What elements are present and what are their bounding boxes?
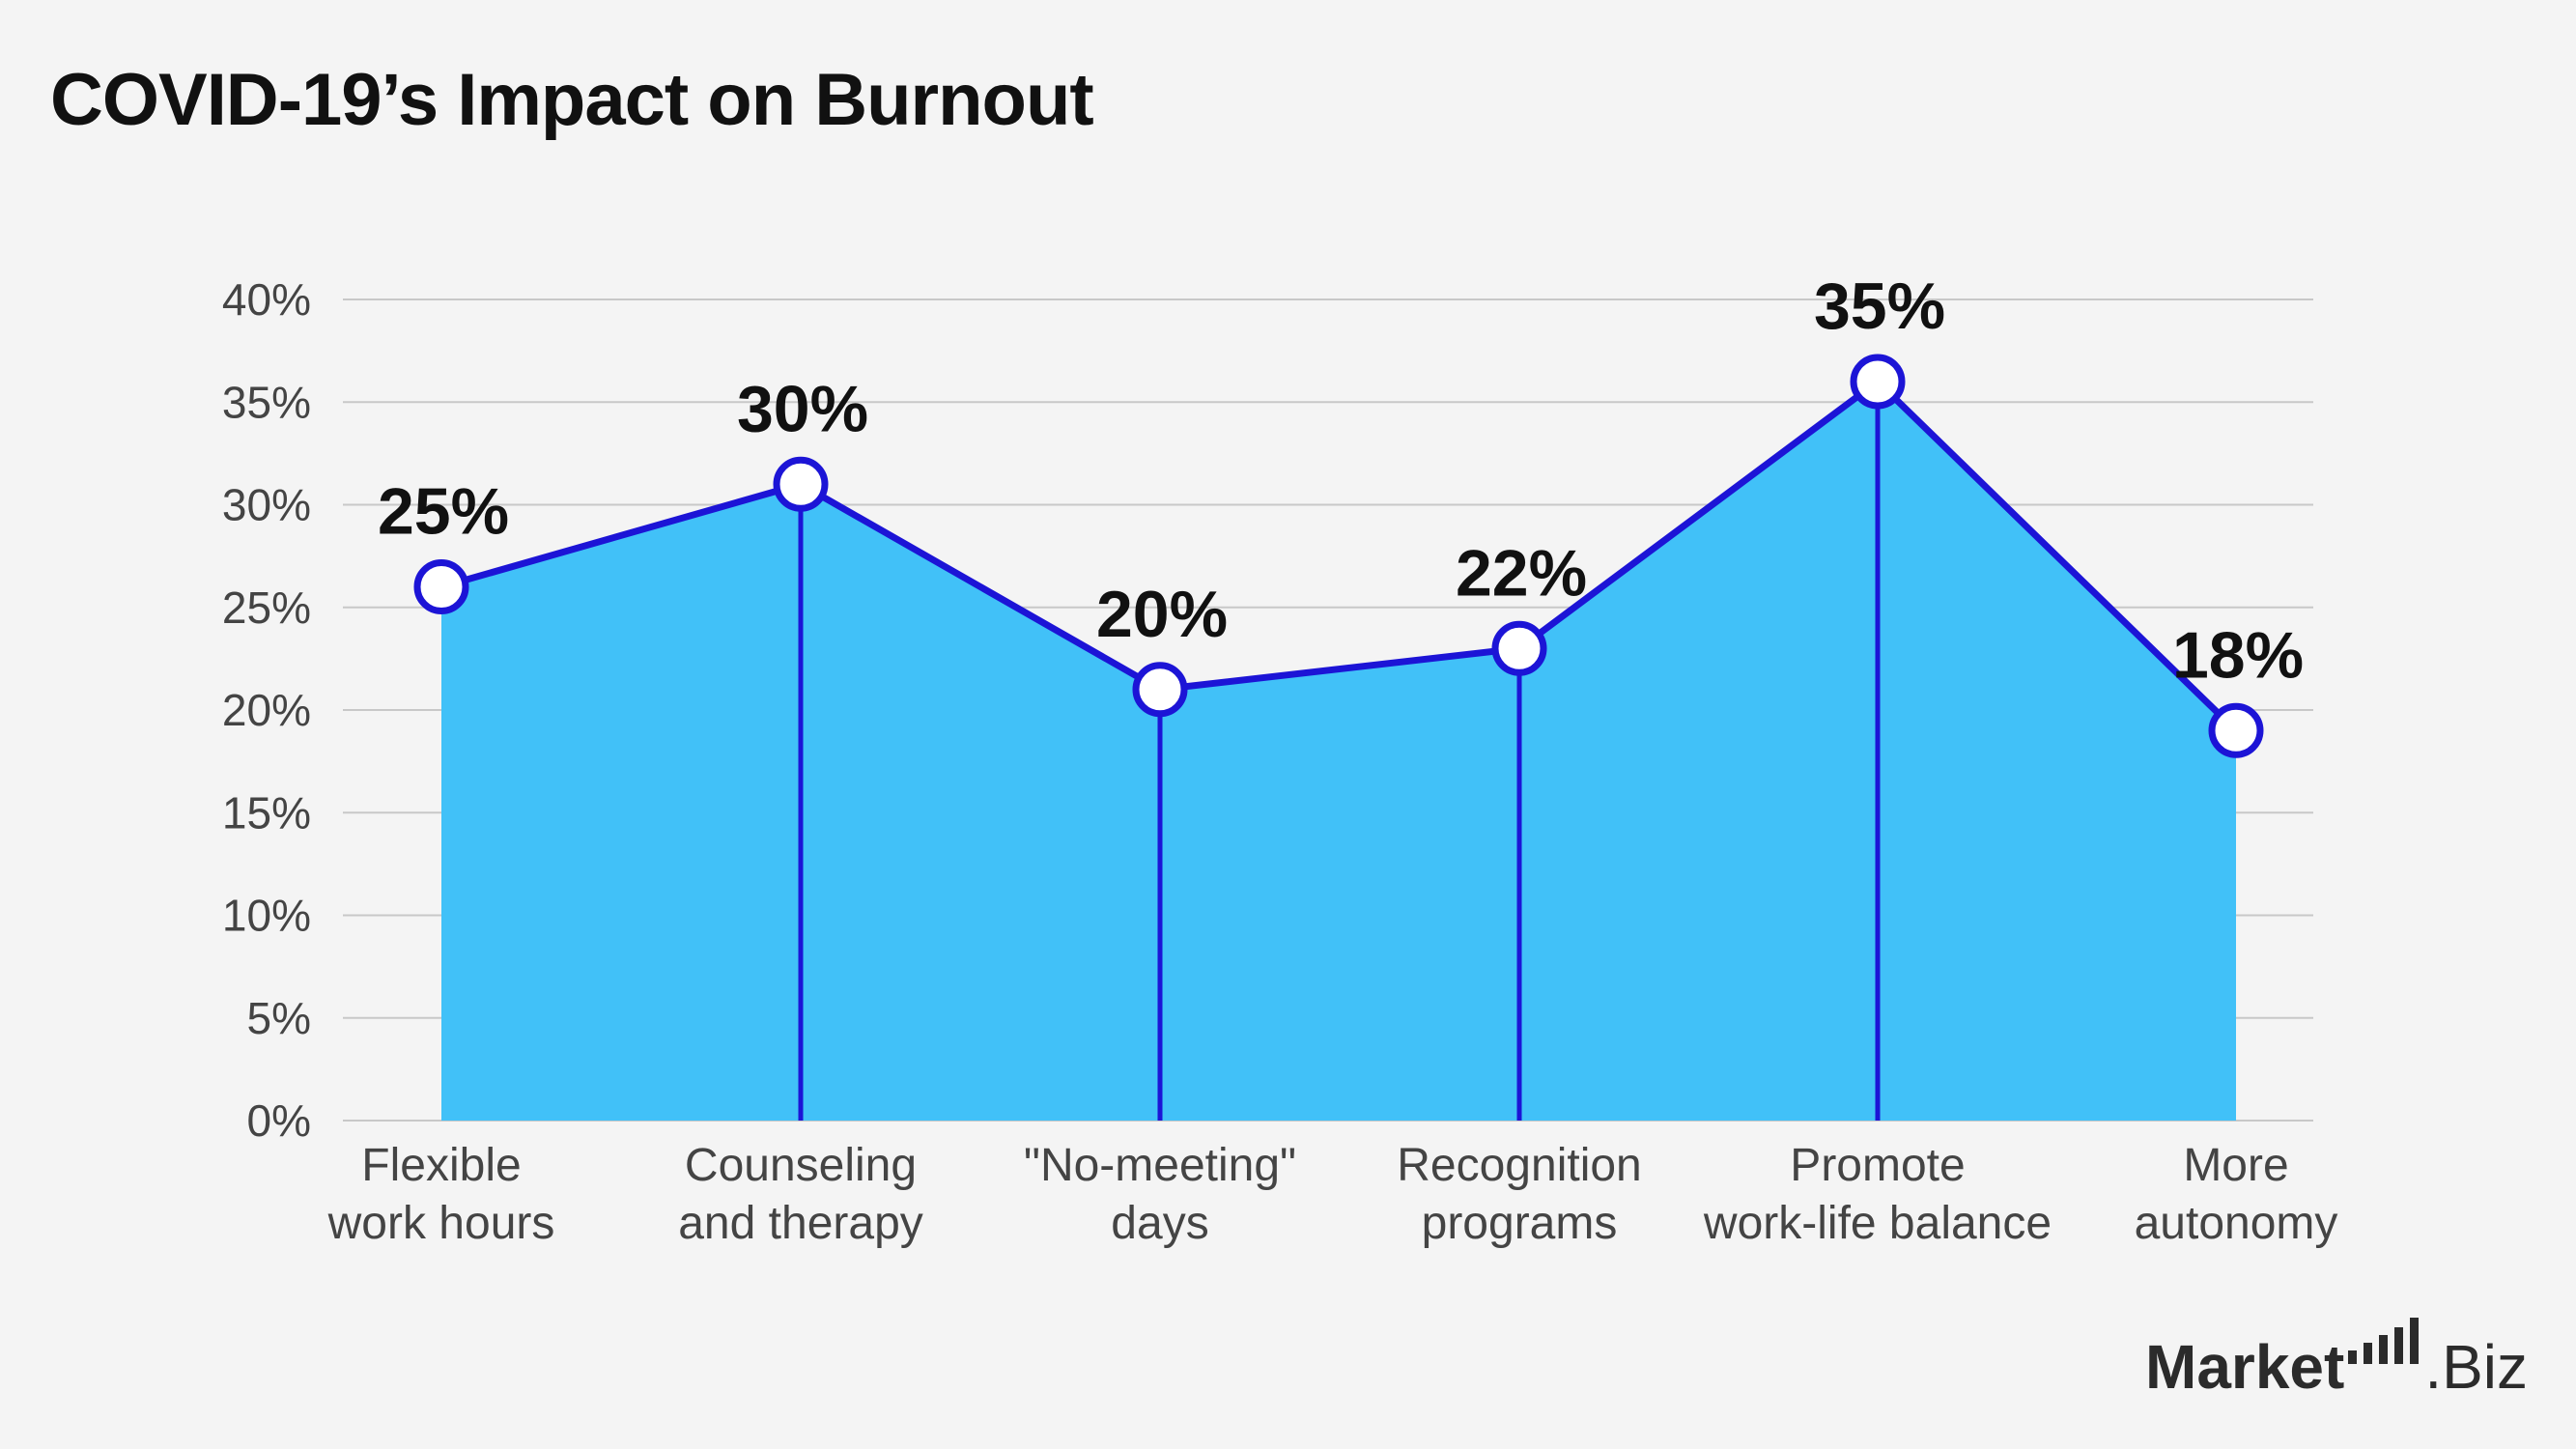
x-category-label: and therapy [678, 1198, 923, 1249]
area-fill [441, 382, 2236, 1121]
y-tick-label: 30% [222, 480, 311, 530]
x-category-label: Flexible [361, 1140, 521, 1191]
data-point-marker [413, 559, 469, 614]
data-point-marker [1850, 354, 1906, 410]
data-label: 30% [737, 372, 868, 445]
y-tick-label: 20% [222, 685, 311, 735]
y-tick-label: 0% [247, 1095, 311, 1146]
x-category-label: days [1111, 1198, 1208, 1249]
brand-logo: Market .Biz [2145, 1318, 2528, 1403]
y-tick-label: 25% [222, 582, 311, 633]
y-tick-label: 15% [222, 787, 311, 838]
data-label: 35% [1814, 270, 1945, 343]
y-tick-label: 10% [222, 891, 311, 941]
x-category-label: "No-meeting" [1024, 1140, 1296, 1191]
data-point-marker [1132, 662, 1188, 718]
y-tick-label: 35% [222, 377, 311, 427]
brand-name-bold: Market [2145, 1332, 2345, 1402]
data-label: 25% [378, 475, 509, 549]
x-category-label: Promote [1790, 1140, 1965, 1191]
chart-title: COVID-19’s Impact on Burnout [50, 59, 1094, 141]
data-label: 18% [2172, 618, 2304, 692]
x-category-label: Counseling [685, 1140, 917, 1191]
data-label: 22% [1456, 536, 1587, 610]
data-point-marker [773, 456, 829, 512]
x-category-label: Recognition [1397, 1140, 1642, 1191]
brand-name-light: .Biz [2424, 1332, 2528, 1402]
x-category-label: autonomy [2135, 1198, 2338, 1249]
x-category-label: programs [1422, 1198, 1618, 1249]
x-category-label: More [2183, 1140, 2288, 1191]
y-tick-label: 40% [222, 274, 311, 325]
y-tick-label: 5% [247, 993, 311, 1043]
bar-chart-icon [2348, 1318, 2420, 1364]
series-line [440, 378, 2239, 733]
data-point-marker [2208, 702, 2264, 758]
x-category-label: work-life balance [1703, 1198, 2052, 1249]
data-label: 20% [1096, 578, 1228, 651]
data-point-marker [1491, 620, 1547, 676]
x-category-label: work hours [327, 1198, 555, 1249]
